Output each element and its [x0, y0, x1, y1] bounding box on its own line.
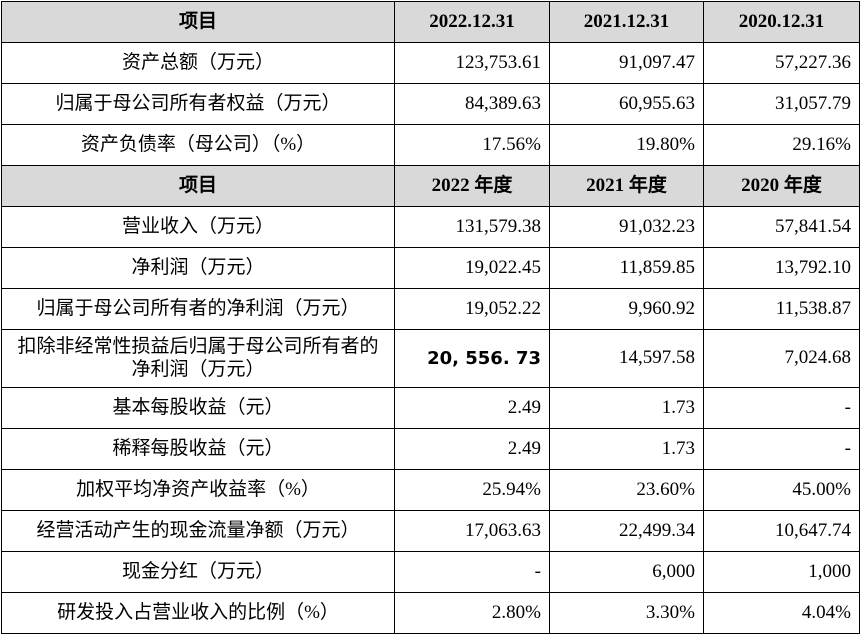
- cell-value: 60,955.63: [549, 83, 704, 125]
- cell-value: 10,647.74: [703, 510, 860, 552]
- table-row: 净利润（万元） 19,022.45 11,859.85 13,792.10: [1, 247, 860, 289]
- header-cell-item: 项目: [1, 1, 395, 43]
- cell-value: 9,960.92: [549, 288, 704, 330]
- cell-value: 1.73: [549, 387, 704, 429]
- row-label: 归属于母公司所有者权益（万元）: [1, 83, 395, 125]
- cell-value: 11,859.85: [549, 247, 704, 289]
- cell-value: 84,389.63: [394, 83, 550, 125]
- cell-value: 3.30%: [549, 592, 704, 634]
- cell-value: 123,753.61: [394, 42, 550, 84]
- row-label: 加权平均净资产收益率（%）: [1, 469, 395, 511]
- header-cell-2022: 2022 年度: [394, 165, 550, 207]
- row-label: 资产负债率（母公司）（%）: [1, 124, 395, 166]
- table-row: 基本每股收益（元） 2.49 1.73 -: [1, 387, 860, 429]
- cell-value: -: [394, 551, 550, 593]
- income-header-row: 项目 2022 年度 2021 年度 2020 年度: [1, 165, 860, 207]
- cell-value: 19,052.22: [394, 288, 550, 330]
- cell-value: 57,227.36: [703, 42, 860, 84]
- header-cell-2020: 2020 年度: [703, 165, 860, 207]
- header-cell-2020-12-31: 2020.12.31: [703, 1, 860, 43]
- table-row: 稀释每股收益（元） 2.49 1.73 -: [1, 428, 860, 470]
- cell-value: 2.49: [394, 428, 550, 470]
- row-label: 归属于母公司所有者的净利润（万元）: [1, 288, 395, 330]
- cell-value: 23.60%: [549, 469, 704, 511]
- cell-value: 6,000: [549, 551, 704, 593]
- cell-value: 19,022.45: [394, 247, 550, 289]
- cell-value: 29.16%: [703, 124, 860, 166]
- table-row: 资产负债率（母公司）（%） 17.56% 19.80% 29.16%: [1, 124, 860, 166]
- row-label: 基本每股收益（元）: [1, 387, 395, 429]
- row-label: 资产总额（万元）: [1, 42, 395, 84]
- cell-value: 91,097.47: [549, 42, 704, 84]
- cell-value: 17.56%: [394, 124, 550, 166]
- cell-value: 1.73: [549, 428, 704, 470]
- table-row: 经营活动产生的现金流量净额（万元） 17,063.63 22,499.34 10…: [1, 510, 860, 552]
- cell-value: -: [703, 387, 860, 429]
- table-row: 加权平均净资产收益率（%） 25.94% 23.60% 45.00%: [1, 469, 860, 511]
- row-label: 稀释每股收益（元）: [1, 428, 395, 470]
- balance-header-row: 项目 2022.12.31 2021.12.31 2020.12.31: [1, 1, 860, 43]
- cell-value: 13,792.10: [703, 247, 860, 289]
- table-row: 资产总额（万元） 123,753.61 91,097.47 57,227.36: [1, 42, 860, 84]
- cell-value: 2.49: [394, 387, 550, 429]
- cell-value: 1,000: [703, 551, 860, 593]
- cell-value: 2.80%: [394, 592, 550, 634]
- cell-value: 19.80%: [549, 124, 704, 166]
- table-row: 研发投入占营业收入的比例（%） 2.80% 3.30% 4.04%: [1, 592, 860, 634]
- row-label: 扣除非经常性损益后归属于母公司所有者的净利润（万元）: [1, 329, 395, 388]
- row-label: 经营活动产生的现金流量净额（万元）: [1, 510, 395, 552]
- row-label: 营业收入（万元）: [1, 206, 395, 248]
- cell-value: -: [703, 428, 860, 470]
- header-cell-item: 项目: [1, 165, 395, 207]
- cell-value: 91,032.23: [549, 206, 704, 248]
- row-label: 研发投入占营业收入的比例（%）: [1, 592, 395, 634]
- cell-value: 25.94%: [394, 469, 550, 511]
- table-row: 现金分红（万元） - 6,000 1,000: [1, 551, 860, 593]
- header-cell-2022-12-31: 2022.12.31: [394, 1, 550, 43]
- cell-value: 14,597.58: [549, 329, 704, 388]
- cell-value: 57,841.54: [703, 206, 860, 248]
- header-cell-2021-12-31: 2021.12.31: [549, 1, 704, 43]
- cell-value: 17,063.63: [394, 510, 550, 552]
- cell-value: 20, 556. 73: [394, 329, 550, 388]
- table-row: 归属于母公司所有者的净利润（万元） 19,052.22 9,960.92 11,…: [1, 288, 860, 330]
- cell-value: 31,057.79: [703, 83, 860, 125]
- table-row: 归属于母公司所有者权益（万元） 84,389.63 60,955.63 31,0…: [1, 83, 860, 125]
- cell-value: 7,024.68: [703, 329, 860, 388]
- header-cell-2021: 2021 年度: [549, 165, 704, 207]
- cell-value: 45.00%: [703, 469, 860, 511]
- cell-value: 11,538.87: [703, 288, 860, 330]
- cell-value: 4.04%: [703, 592, 860, 634]
- cell-value: 131,579.38: [394, 206, 550, 248]
- cell-value: 22,499.34: [549, 510, 704, 552]
- row-label: 现金分红（万元）: [1, 551, 395, 593]
- row-label: 净利润（万元）: [1, 247, 395, 289]
- table-row: 扣除非经常性损益后归属于母公司所有者的净利润（万元） 20, 556. 73 1…: [1, 329, 860, 388]
- table-row: 营业收入（万元） 131,579.38 91,032.23 57,841.54: [1, 206, 860, 248]
